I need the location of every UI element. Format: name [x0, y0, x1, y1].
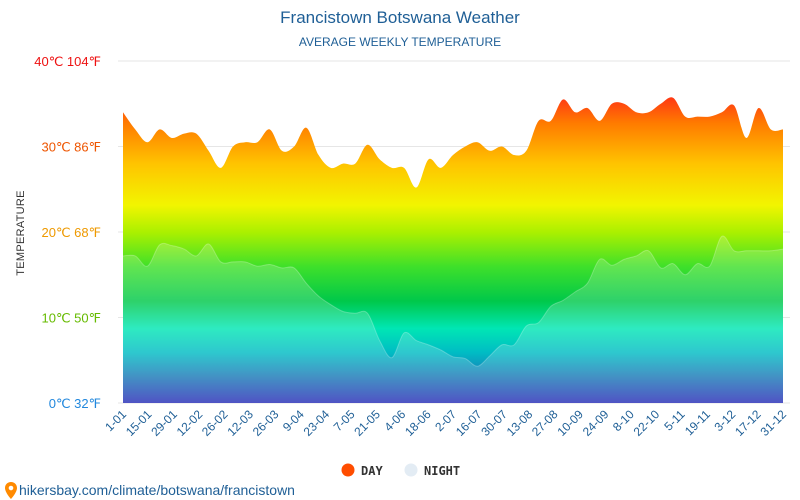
x-tick-label: 30-07	[478, 407, 510, 439]
legend-item-day[interactable]: DAY	[341, 463, 384, 479]
legend: DAY NIGHT	[341, 463, 461, 479]
chart-title: Francistown Botswana Weather	[280, 8, 520, 27]
y-tick-label: 10℃ 50℉	[41, 311, 101, 326]
night-series-line	[122, 235, 784, 367]
x-tick-label: 12-02	[174, 407, 206, 439]
x-tick-label: 31-12	[758, 407, 790, 439]
x-tick-label: 15-01	[123, 407, 155, 439]
x-tick-label: 27-08	[529, 407, 561, 439]
x-tick-label: 10-09	[554, 407, 586, 439]
x-tick-label: 13-08	[504, 407, 536, 439]
x-axis-ticks: 1-0115-0129-0112-0226-0212-0326-039-0423…	[102, 407, 789, 439]
night-area-highlight	[123, 235, 783, 403]
night-legend-marker	[404, 463, 418, 477]
x-tick-label: 12-03	[224, 407, 256, 439]
y-tick-label: 0℃ 32℉	[49, 396, 101, 411]
day-legend-label: DAY	[361, 464, 383, 478]
y-tick-label: 40℃ 104℉	[34, 54, 101, 69]
source-url: hikersbay.com/climate/botswana/francisto…	[19, 482, 295, 498]
x-tick-label: 16-07	[453, 407, 485, 439]
x-tick-label: 29-01	[148, 407, 180, 439]
day-legend-marker	[341, 463, 355, 477]
night-legend-label: NIGHT	[424, 464, 460, 478]
x-tick-label: 17-12	[732, 407, 764, 439]
x-tick-label: 26-03	[250, 407, 282, 439]
legend-item-night[interactable]: NIGHT	[404, 463, 461, 479]
source-link[interactable]: hikersbay.com/climate/botswana/francisto…	[5, 482, 295, 499]
x-tick-label: 24-09	[580, 407, 612, 439]
x-tick-label: 22-10	[631, 407, 663, 439]
x-tick-label: 23-04	[301, 407, 333, 439]
x-tick-label: 26-02	[199, 407, 231, 439]
chart-subtitle: AVERAGE WEEKLY TEMPERATURE	[299, 35, 501, 49]
y-axis-ticks: 0℃ 32℉ 10℃ 50℉ 20℃ 68℉ 30℃ 86℉ 40℃ 104℉	[34, 54, 101, 411]
x-tick-label: 21-05	[351, 407, 383, 439]
location-pin-icon	[5, 482, 17, 499]
y-axis-label: TEMPERATURE	[15, 190, 27, 276]
y-tick-label: 30℃ 86℉	[41, 140, 101, 155]
y-tick-label: 20℃ 68℉	[41, 225, 101, 240]
x-tick-label: 18-06	[402, 407, 434, 439]
x-tick-label: 19-11	[682, 407, 713, 438]
